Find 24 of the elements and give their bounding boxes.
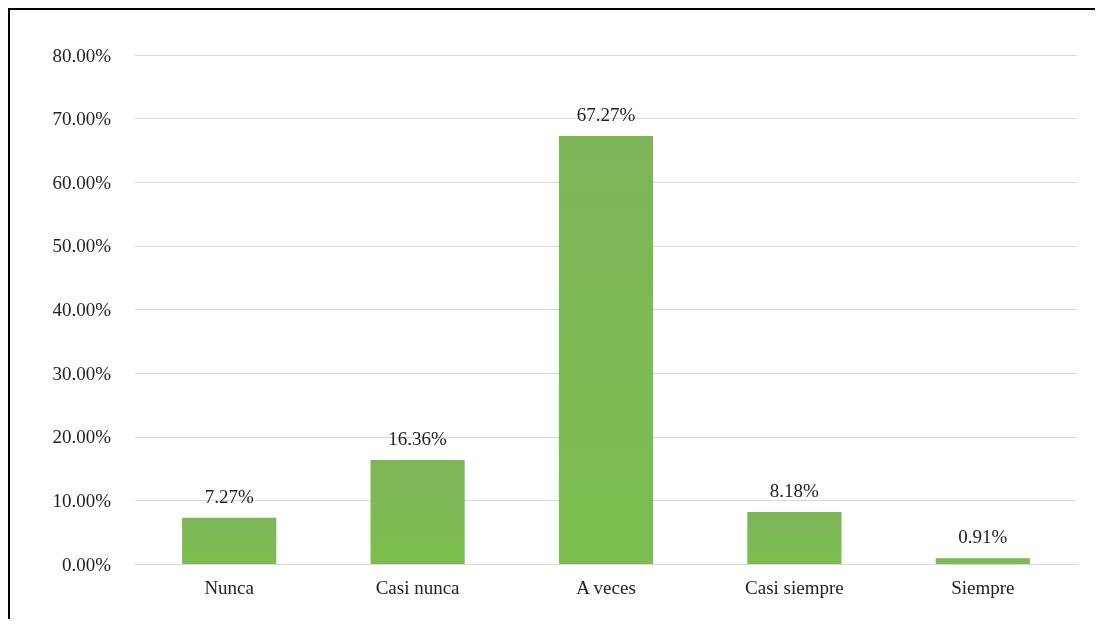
y-tick-label: 70.00%	[52, 108, 112, 130]
y-tick-label: 30.00%	[52, 362, 112, 384]
bar	[747, 511, 842, 564]
x-tick-label: A veces	[576, 577, 636, 598]
x-tick-label: Siempre	[951, 577, 1015, 598]
data-label: 67.27%	[576, 103, 636, 125]
bar	[558, 135, 654, 564]
data-label: 8.18%	[769, 479, 820, 501]
y-tick-label: 20.00%	[52, 426, 112, 448]
data-label: 7.27%	[204, 485, 254, 507]
bar	[935, 558, 1030, 564]
x-tick-label: Nunca	[204, 577, 255, 598]
data-label: 0.91%	[958, 526, 1008, 548]
y-tick-label: 10.00%	[52, 489, 112, 511]
x-tick-label: Casi siempre	[745, 577, 844, 598]
y-tick-label: 50.00%	[52, 235, 112, 257]
y-tick-label: 80.00%	[52, 44, 112, 66]
y-tick-label: 60.00%	[52, 171, 112, 193]
bar	[370, 459, 465, 564]
y-tick-label: 40.00%	[52, 299, 112, 320]
x-tick-label: Casi nunca	[375, 577, 461, 598]
bar	[182, 517, 277, 564]
y-tick-label: 0.00%	[61, 553, 112, 575]
data-label: 16.36%	[388, 427, 448, 449]
